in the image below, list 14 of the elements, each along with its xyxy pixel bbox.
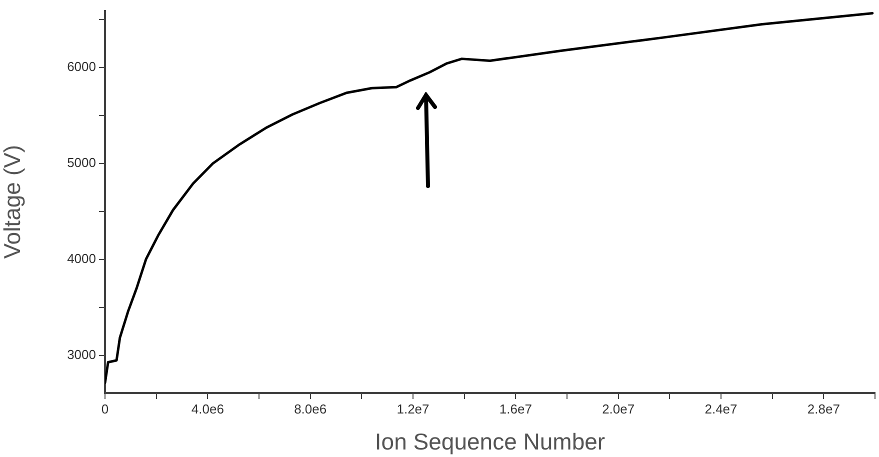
x-tick-label: 0 <box>101 401 109 416</box>
y-axis-title: Voltage (V) <box>0 145 26 259</box>
y-tick-label: 5000 <box>67 155 96 170</box>
x-axis-title: Ion Sequence Number <box>374 428 606 455</box>
y-tick-label: 3000 <box>67 347 96 362</box>
x-tick-label: 8.0e6 <box>294 401 327 416</box>
x-tick-label: 2.8e7 <box>807 401 840 416</box>
x-tick-label: 1.6e7 <box>499 401 532 416</box>
x-tick-label: 4.0e6 <box>191 401 224 416</box>
y-tick-label: 4000 <box>67 251 96 266</box>
x-tick-label: 2.0e7 <box>602 401 635 416</box>
x-tick-label: 2.4e7 <box>704 401 738 416</box>
x-tick-label: 1.2e7 <box>396 401 430 416</box>
y-tick-label: 6000 <box>67 59 96 74</box>
